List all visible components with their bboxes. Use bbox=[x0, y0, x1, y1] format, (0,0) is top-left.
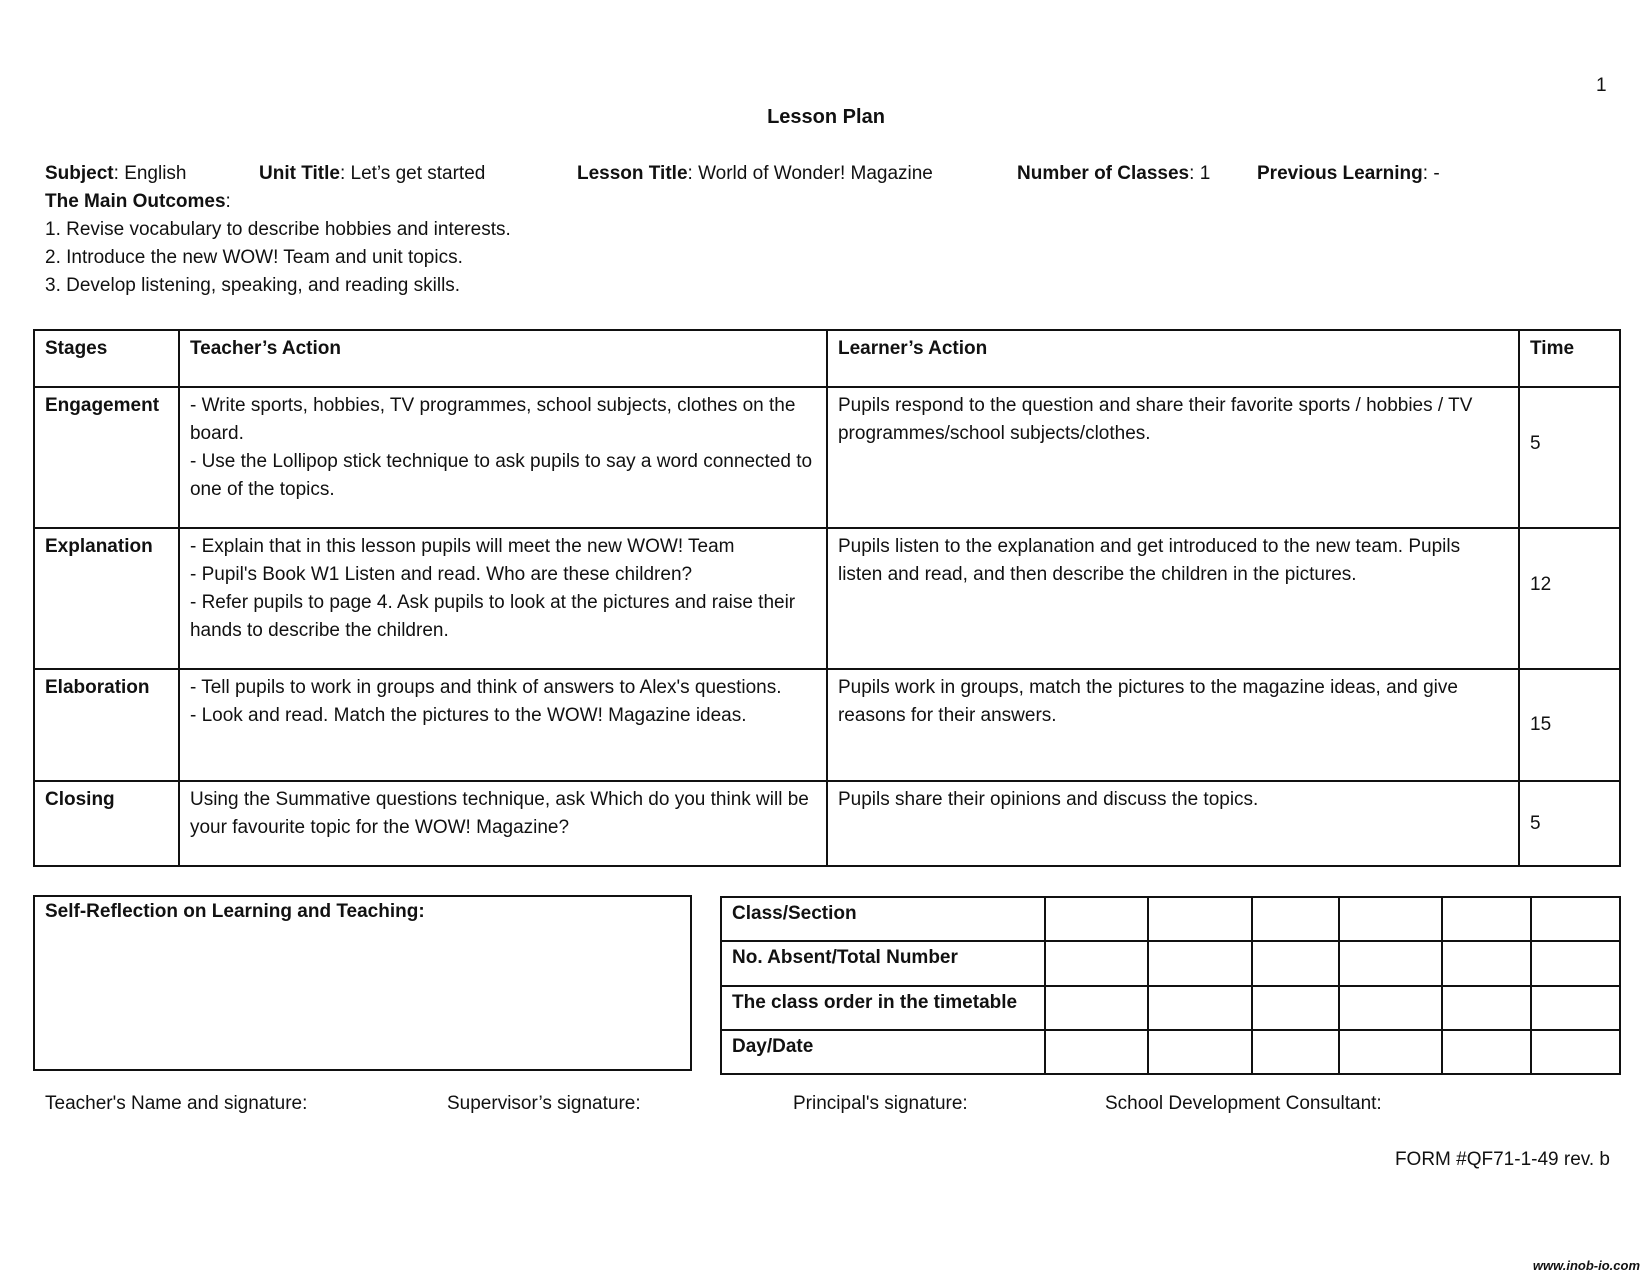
time-cell: 5 bbox=[1518, 780, 1621, 867]
day-date-row: Day/Date bbox=[719, 1029, 1621, 1075]
time-cell: 5 bbox=[1518, 386, 1621, 529]
outcomes-heading: The Main Outcomes: bbox=[45, 191, 231, 212]
outcome-item: 1. Revise vocabulary to describe hobbies… bbox=[45, 219, 511, 240]
table-header-row: Stages Teacher’s Action Learner’s Action… bbox=[33, 329, 1621, 388]
time-cell: 15 bbox=[1518, 668, 1621, 782]
learner-action-cell: Pupils share their opinions and discuss … bbox=[825, 780, 1521, 867]
class-order-row: The class order in the timetable bbox=[719, 985, 1621, 1031]
watermark: www.inob-io.com bbox=[1532, 1258, 1640, 1273]
class-info-table: Class/Section No. Absent/Total Number Th… bbox=[719, 896, 1621, 1075]
absent-total-row: No. Absent/Total Number bbox=[719, 940, 1621, 987]
table-row: Explanation - Explain that in this lesso… bbox=[33, 527, 1621, 670]
principal-signature-label: Principal's signature: bbox=[793, 1093, 968, 1114]
outcome-item: 3. Develop listening, speaking, and read… bbox=[45, 275, 461, 296]
number-of-classes-field: Number of Classes: 1 bbox=[1017, 163, 1211, 184]
page-title: Lesson Plan bbox=[767, 106, 885, 128]
teacher-action-cell: Using the Summative questions technique,… bbox=[177, 780, 828, 867]
class-section-row: Class/Section bbox=[719, 896, 1621, 942]
learner-action-cell: Pupils respond to the question and share… bbox=[825, 386, 1521, 529]
teacher-signature-label: Teacher's Name and signature: bbox=[45, 1093, 308, 1114]
self-reflection-box[interactable]: Self-Reflection on Learning and Teaching… bbox=[33, 895, 692, 1071]
consultant-signature-label: School Development Consultant: bbox=[1105, 1093, 1382, 1114]
table-row: Closing Using the Summative questions te… bbox=[33, 780, 1621, 867]
header-learner-action: Learner’s Action bbox=[825, 329, 1521, 388]
header-time: Time bbox=[1518, 329, 1621, 388]
outcome-item: 2. Introduce the new WOW! Team and unit … bbox=[45, 247, 463, 268]
time-cell: 12 bbox=[1518, 527, 1621, 670]
lesson-stages-table: Stages Teacher’s Action Learner’s Action… bbox=[33, 329, 1621, 867]
table-row: Engagement - Write sports, hobbies, TV p… bbox=[33, 386, 1621, 529]
header-teacher-action: Teacher’s Action bbox=[177, 329, 828, 388]
learner-action-cell: Pupils listen to the explanation and get… bbox=[825, 527, 1521, 670]
page-number: 1 bbox=[1596, 75, 1607, 96]
supervisor-signature-label: Supervisor’s signature: bbox=[447, 1093, 641, 1114]
subject-field: Subject: English bbox=[45, 163, 187, 184]
teacher-action-cell: - Explain that in this lesson pupils wil… bbox=[177, 527, 828, 670]
stage-cell: Explanation bbox=[33, 527, 180, 670]
form-number: FORM #QF71-1-49 rev. b bbox=[1394, 1149, 1610, 1170]
lesson-title-field: Lesson Title: World of Wonder! Magazine bbox=[577, 163, 933, 184]
table-row: Elaboration - Tell pupils to work in gro… bbox=[33, 668, 1621, 782]
self-reflection-label: Self-Reflection on Learning and Teaching… bbox=[45, 901, 425, 922]
stage-cell: Elaboration bbox=[33, 668, 180, 782]
teacher-action-cell: - Write sports, hobbies, TV programmes, … bbox=[177, 386, 828, 529]
unit-title-field: Unit Title: Let’s get started bbox=[259, 163, 486, 184]
teacher-action-cell: - Tell pupils to work in groups and thin… bbox=[177, 668, 828, 782]
learner-action-cell: Pupils work in groups, match the picture… bbox=[825, 668, 1521, 782]
previous-learning-field: Previous Learning: - bbox=[1257, 163, 1440, 184]
header-stages: Stages bbox=[33, 329, 180, 388]
stage-cell: Engagement bbox=[33, 386, 180, 529]
stage-cell: Closing bbox=[33, 780, 180, 867]
